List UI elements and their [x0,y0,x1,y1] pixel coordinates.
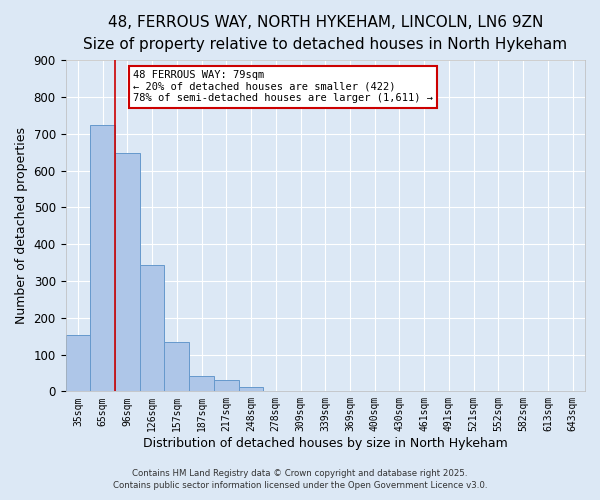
Bar [239,386,263,392]
X-axis label: Distribution of detached houses by size in North Hykeham: Distribution of detached houses by size … [143,437,508,450]
Bar [65,336,90,392]
Bar [90,124,115,392]
Bar [189,376,214,392]
Y-axis label: Number of detached properties: Number of detached properties [15,128,28,324]
Bar [140,265,164,392]
Text: 48 FERROUS WAY: 79sqm
← 20% of detached houses are smaller (422)
78% of semi-det: 48 FERROUS WAY: 79sqm ← 20% of detached … [133,70,433,103]
Bar [214,380,239,392]
Bar [164,342,189,392]
Text: Contains HM Land Registry data © Crown copyright and database right 2025.
Contai: Contains HM Land Registry data © Crown c… [113,468,487,490]
Bar [115,153,140,392]
Title: 48, FERROUS WAY, NORTH HYKEHAM, LINCOLN, LN6 9ZN
Size of property relative to de: 48, FERROUS WAY, NORTH HYKEHAM, LINCOLN,… [83,15,568,52]
